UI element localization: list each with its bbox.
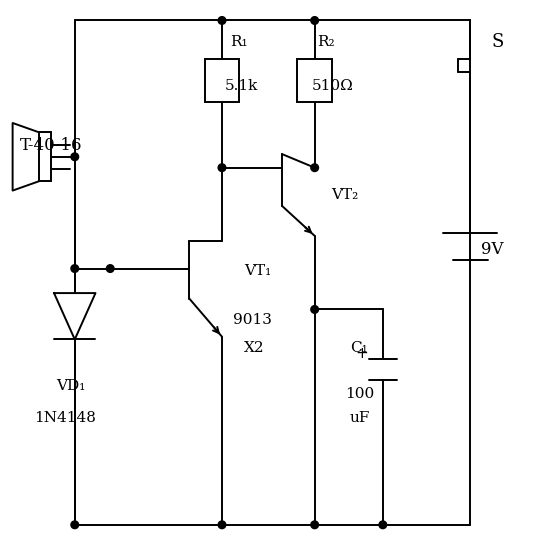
Circle shape <box>311 16 319 24</box>
Text: T-40-16: T-40-16 <box>20 138 83 155</box>
Text: R₂: R₂ <box>317 35 335 49</box>
Circle shape <box>218 521 226 529</box>
Text: R₁: R₁ <box>230 35 248 49</box>
Text: VT₂: VT₂ <box>331 188 358 202</box>
Circle shape <box>106 265 114 272</box>
Text: 9V: 9V <box>481 241 503 258</box>
Text: VT₁: VT₁ <box>244 264 271 278</box>
Circle shape <box>71 265 79 272</box>
Polygon shape <box>13 123 39 191</box>
Text: VD₁: VD₁ <box>56 379 85 393</box>
Text: uF: uF <box>350 412 371 425</box>
Text: 100: 100 <box>345 387 374 401</box>
Text: C₁: C₁ <box>350 341 368 355</box>
Circle shape <box>218 16 226 24</box>
Circle shape <box>71 153 79 161</box>
Circle shape <box>379 521 387 529</box>
Text: X2: X2 <box>244 341 264 355</box>
Bar <box>297 59 332 102</box>
Text: 5.1k: 5.1k <box>225 79 258 93</box>
Circle shape <box>71 521 79 529</box>
Circle shape <box>218 164 226 172</box>
Polygon shape <box>54 293 96 339</box>
Text: 9013: 9013 <box>233 313 272 327</box>
Text: S: S <box>492 33 504 52</box>
Circle shape <box>311 306 319 313</box>
Bar <box>39 132 51 181</box>
Text: 510Ω: 510Ω <box>312 79 354 93</box>
Bar <box>205 59 239 102</box>
Circle shape <box>311 164 319 172</box>
Text: 1N4148: 1N4148 <box>34 412 96 425</box>
Text: +: + <box>356 346 368 361</box>
Circle shape <box>311 521 319 529</box>
